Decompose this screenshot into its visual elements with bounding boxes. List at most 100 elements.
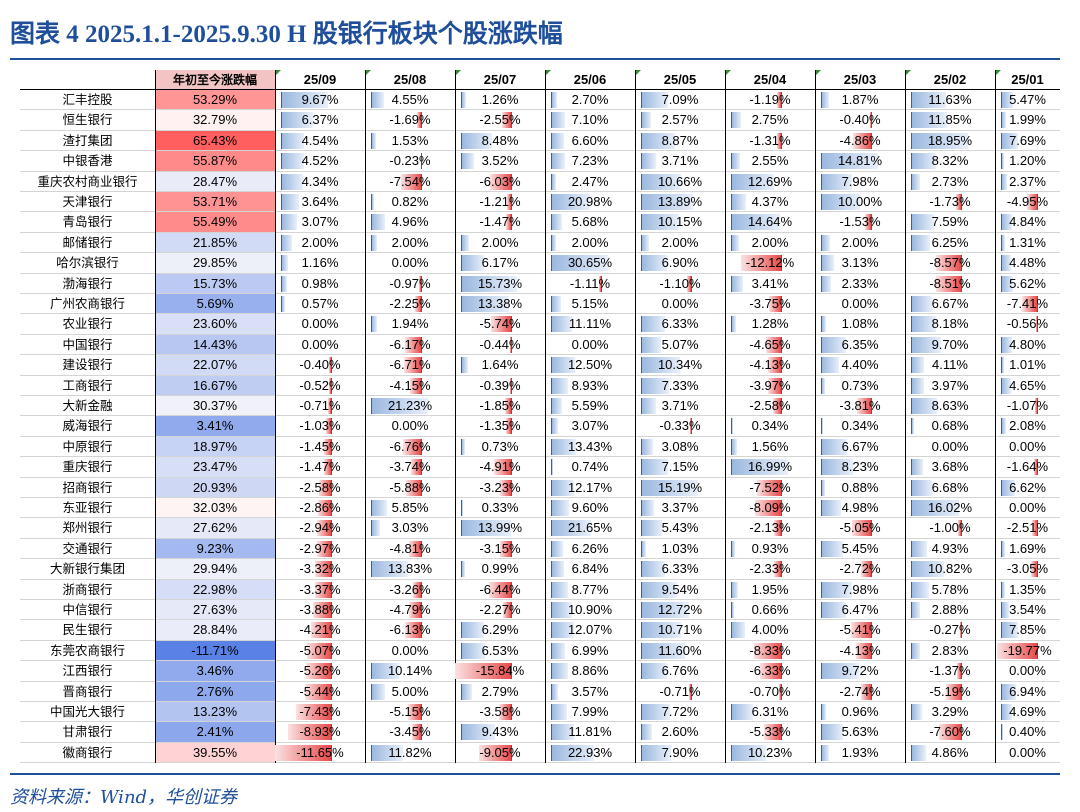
- positive-bar: [281, 296, 285, 312]
- month-cell: 6.33%: [635, 314, 725, 335]
- change-value: 8.87%: [661, 132, 699, 148]
- month-cell: 2.08%: [995, 416, 1060, 437]
- bank-name: 哈尔滨银行: [20, 253, 155, 274]
- change-value: 11.82%: [388, 744, 432, 760]
- change-value: -3.45%: [389, 724, 431, 740]
- positive-bar: [1001, 357, 1005, 374]
- month-cell: 6.62%: [995, 478, 1060, 498]
- change-value: 7.90%: [661, 744, 699, 760]
- month-cell: -1.11%: [545, 274, 635, 294]
- month-cell: 1.94%: [365, 314, 455, 335]
- negative-bar: [500, 540, 513, 557]
- change-value: 20.98%: [567, 194, 613, 209]
- month-cell: 11.81%: [545, 722, 635, 743]
- column-divider: [455, 70, 456, 764]
- ytd-cell: 3.46%: [155, 661, 275, 682]
- ytd-cell: 27.63%: [155, 600, 275, 621]
- positive-bar: [1001, 92, 1014, 108]
- change-value: 12.07%: [567, 622, 613, 638]
- month-cell: -0.39%: [455, 376, 545, 396]
- negative-bar: [329, 357, 333, 374]
- negative-bar: [599, 275, 603, 292]
- month-cell: -1.69%: [365, 110, 455, 131]
- positive-bar: [551, 438, 577, 455]
- change-value: 8.63%: [931, 398, 969, 413]
- positive-bar: [461, 683, 472, 700]
- negative-bar: [957, 663, 963, 680]
- month-cell: 7.90%: [635, 743, 725, 764]
- month-cell: -3.58%: [455, 702, 545, 723]
- positive-bar: [281, 194, 300, 210]
- positive-bar: [911, 744, 927, 761]
- change-value: 6.67%: [931, 296, 969, 311]
- month-cell: 9.67%: [275, 90, 365, 111]
- month-cell: -12.12%: [725, 253, 815, 274]
- month-cell: -3.05%: [995, 559, 1060, 580]
- month-cell: -0.44%: [455, 335, 545, 356]
- change-value: 9.54%: [661, 581, 699, 597]
- month-cell: -3.15%: [455, 539, 545, 560]
- month-cell: -1.45%: [275, 437, 365, 458]
- ytd-cell: 28.84%: [155, 620, 275, 641]
- negative-bar: [315, 581, 333, 598]
- change-value: -8.57%: [929, 255, 971, 271]
- month-cell: 2.60%: [635, 722, 725, 743]
- positive-bar: [551, 316, 573, 333]
- month-cell: -4.95%: [995, 192, 1060, 213]
- negative-bar: [318, 479, 333, 496]
- month-cell: 6.35%: [815, 335, 905, 356]
- change-value: -4.21%: [299, 622, 341, 638]
- change-value: 1.08%: [841, 316, 879, 332]
- month-cell: 9.60%: [545, 498, 635, 519]
- change-value: 1.20%: [1009, 153, 1046, 169]
- ytd-cell: 15.73%: [155, 273, 275, 294]
- month-cell: 8.86%: [545, 661, 635, 682]
- positive-bar: [1001, 214, 1012, 231]
- month-cell: 4.40%: [815, 355, 905, 376]
- change-value: 13.83%: [387, 561, 433, 577]
- month-cell: 0.57%: [275, 294, 365, 315]
- positive-bar: [281, 234, 292, 251]
- change-value: 0.00%: [1009, 500, 1046, 515]
- positive-bar: [641, 132, 675, 149]
- positive-bar: [1001, 336, 1012, 353]
- positive-bar: [731, 173, 774, 190]
- month-cell: 0.00%: [275, 314, 365, 335]
- positive-bar: [1001, 540, 1006, 557]
- ytd-cell: 27.62%: [155, 518, 275, 539]
- month-cell: 3.07%: [545, 416, 635, 437]
- change-value: -0.40%: [299, 357, 341, 373]
- month-cell: 1.28%: [725, 314, 815, 335]
- change-value: 22.93%: [567, 744, 613, 760]
- month-cell: 2.00%: [635, 233, 725, 254]
- change-value: 3.07%: [571, 418, 609, 434]
- positive-bar: [1001, 173, 1007, 190]
- change-value: 9.43%: [481, 724, 519, 740]
- month-cell: -6.33%: [725, 661, 815, 682]
- change-value: -3.97%: [749, 377, 791, 393]
- negative-bar: [503, 602, 513, 618]
- bank-name: 重庆农村商业银行: [20, 172, 155, 192]
- change-value: -2.94%: [299, 520, 341, 536]
- positive-bar: [911, 704, 922, 720]
- positive-bar: [731, 418, 734, 435]
- change-value: -1.07%: [1006, 398, 1049, 413]
- positive-bar: [911, 316, 937, 333]
- month-cell: 14.81%: [815, 151, 905, 172]
- change-value: -12.12%: [745, 255, 795, 271]
- positive-bar: [821, 377, 825, 394]
- change-value: 0.40%: [1009, 724, 1046, 740]
- change-value: -4.65%: [749, 336, 791, 352]
- change-value: 3.52%: [481, 153, 519, 169]
- month-cell: 2.33%: [815, 274, 905, 294]
- month-cell: 15.19%: [635, 478, 725, 498]
- month-cell: 22.93%: [545, 743, 635, 764]
- month-cell: 8.23%: [815, 457, 905, 478]
- change-value: 10.14%: [387, 663, 433, 679]
- month-cell: 11.63%: [905, 90, 995, 111]
- month-cell: 0.88%: [815, 478, 905, 498]
- column-divider: [905, 70, 906, 764]
- change-value: 2.60%: [661, 724, 699, 740]
- month-cell: -5.44%: [275, 682, 365, 702]
- positive-bar: [641, 173, 682, 190]
